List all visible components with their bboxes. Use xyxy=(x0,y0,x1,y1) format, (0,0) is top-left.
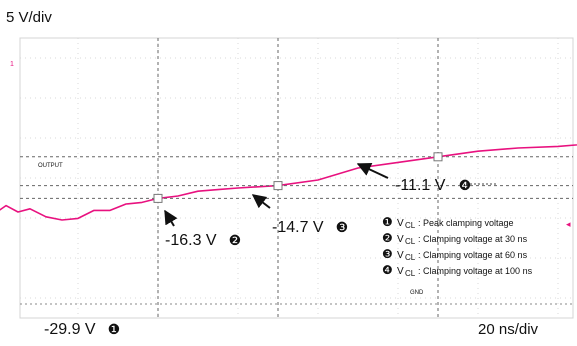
annotation-arrow-2 xyxy=(164,209,178,227)
annotation-label-1: -29.9 V xyxy=(44,321,96,338)
grid xyxy=(19,37,574,319)
annotation-marker-3: ❸ xyxy=(336,219,349,235)
annotation-marker-4: ❹ xyxy=(459,177,472,193)
legend-item-1: ❶ V CL: Peak clamping voltage xyxy=(382,215,514,230)
legend-symbol: V xyxy=(397,218,404,229)
legend-item-3: ❸ V CL: Clamping voltage at 60 ns xyxy=(382,247,528,262)
legend-marker: ❷ xyxy=(382,231,393,245)
annotation-marker-1: ❶ xyxy=(108,321,121,337)
legend-subscript: CL xyxy=(405,237,416,246)
annotation-label-3: -14.7 V xyxy=(272,219,324,236)
measurement-cursors xyxy=(20,38,573,318)
legend-marker: ❹ xyxy=(382,263,393,277)
trace-label: OUTPUT xyxy=(38,163,63,169)
legend-symbol: V xyxy=(397,234,404,245)
ground-marker-label: GND xyxy=(410,290,424,296)
legend-symbol: V xyxy=(397,250,404,261)
legend-text: : Clamping voltage at 60 ns xyxy=(418,250,528,260)
measurement-point xyxy=(153,193,163,203)
legend-marker: ❸ xyxy=(382,247,393,261)
legend-subscript: CL xyxy=(405,269,416,278)
legend-item-4: ❹ V CL: Clamping voltage at 100 ns xyxy=(382,263,533,278)
annotation-arrow-4 xyxy=(356,162,389,179)
measurement-point xyxy=(433,152,443,162)
legend-subscript: CL xyxy=(405,221,416,230)
annotation-arrow-3 xyxy=(251,194,271,209)
labels: 5 V/div 20 ns/div OUTPUT GND 1 xyxy=(6,9,539,338)
legend-text: : Clamping voltage at 30 ns xyxy=(418,234,528,244)
voltage-trace xyxy=(0,144,577,221)
legend-symbol: V xyxy=(397,266,404,277)
legend-item-2: ❷ V CL: Clamping voltage at 30 ns xyxy=(382,231,528,246)
legend-marker: ❶ xyxy=(382,215,393,229)
annotations: -29.9 V ❶ -16.3 V ❷ -14.7 V ❸ -11.1 V ❹ xyxy=(44,162,497,338)
measurement-point xyxy=(273,181,283,191)
legend-text: : Clamping voltage at 100 ns xyxy=(418,266,533,276)
vertical-scale-label: 5 V/div xyxy=(6,9,52,26)
annotation-label-4: -11.1 V xyxy=(395,177,446,194)
legend-text: : Peak clamping voltage xyxy=(418,218,514,228)
annotation-label-2: -16.3 V xyxy=(165,232,217,249)
channel-marker: 1 xyxy=(10,61,14,68)
legend-subscript: CL xyxy=(405,253,416,262)
trigger-marker: ◂ xyxy=(566,219,571,229)
annotation-marker-2: ❷ xyxy=(229,232,242,248)
horizontal-scale-label: 20 ns/div xyxy=(478,321,539,338)
